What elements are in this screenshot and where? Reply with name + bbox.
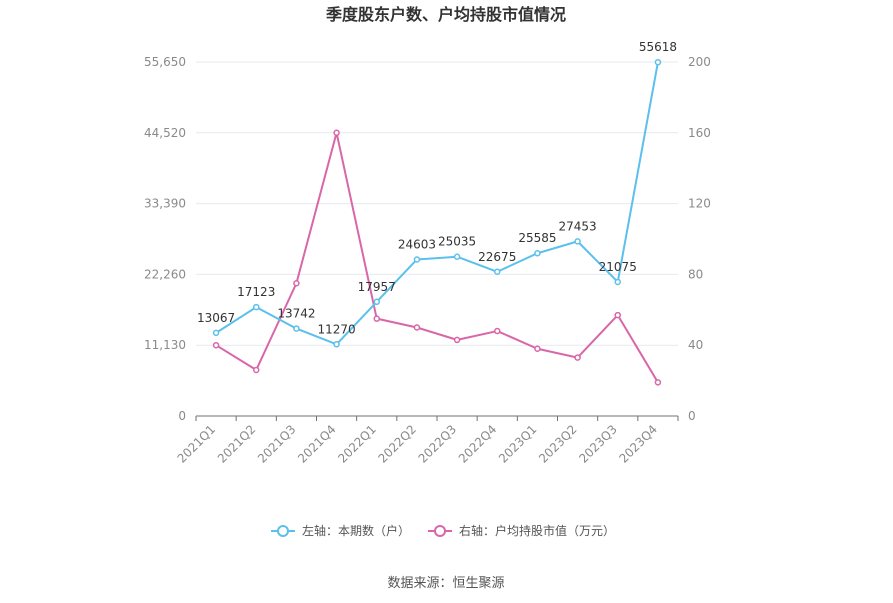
data-point[interactable] <box>654 58 662 66</box>
data-point[interactable] <box>494 268 501 276</box>
data-point[interactable] <box>373 298 380 306</box>
right-axis-tick-label: 160 <box>688 126 711 140</box>
data-point[interactable] <box>413 256 421 263</box>
data-label: 27453 <box>558 219 596 233</box>
data-point[interactable] <box>333 129 340 137</box>
x-axis-tick-label: 2023Q4 <box>616 422 660 466</box>
x-axis-tick-label: 2021Q2 <box>215 422 259 466</box>
data-point[interactable] <box>614 311 621 319</box>
data-point[interactable] <box>253 303 260 311</box>
x-axis-tick-label: 2022Q4 <box>456 422 500 466</box>
left-axis-tick-label: 0 <box>178 409 186 423</box>
data-label: 24603 <box>398 237 436 251</box>
data-label: 25585 <box>518 231 556 245</box>
legend-marker <box>277 525 289 537</box>
left-axis-tick-label: 44,520 <box>144 126 186 140</box>
left-axis-tick-label: 33,390 <box>144 197 186 211</box>
right-axis-tick-label: 40 <box>688 338 703 352</box>
data-point[interactable] <box>534 345 541 352</box>
data-label: 13067 <box>197 311 235 325</box>
data-point[interactable] <box>333 341 340 348</box>
data-label: 25035 <box>438 235 476 249</box>
series-line <box>215 62 659 346</box>
data-point[interactable] <box>453 336 461 344</box>
right-axis-tick-label: 0 <box>688 409 696 423</box>
data-point[interactable] <box>293 280 300 287</box>
data-label: 17123 <box>237 285 275 299</box>
data-label: 21075 <box>599 260 637 274</box>
data-point[interactable] <box>574 238 581 245</box>
x-axis-tick-label: 2023Q1 <box>496 422 540 466</box>
data-point[interactable] <box>494 327 501 335</box>
series-line <box>215 131 659 383</box>
data-point[interactable] <box>293 325 300 332</box>
right-axis-tick-label: 200 <box>688 55 711 69</box>
data-point[interactable] <box>614 278 621 286</box>
data-point[interactable] <box>373 315 380 322</box>
data-point[interactable] <box>453 253 461 260</box>
legend-marker <box>434 525 446 537</box>
legend[interactable]: 左轴：本期数（户） 右轴：户均持股市值（万元） <box>271 523 615 538</box>
data-label: 11270 <box>317 322 355 336</box>
grid-lines <box>196 61 678 346</box>
left-axis-tick-label: 22,260 <box>144 267 186 281</box>
data-label: 22675 <box>478 250 516 264</box>
data-point[interactable] <box>574 354 581 361</box>
x-axis-tick-label: 2021Q1 <box>175 422 219 466</box>
data-point[interactable] <box>253 366 260 374</box>
legend-label[interactable]: 左轴：本期数（户） <box>302 523 410 538</box>
left-axis-tick-label: 11,130 <box>144 338 186 352</box>
right-axis-tick-label: 80 <box>688 267 703 281</box>
data-point[interactable] <box>654 379 662 386</box>
data-label: 55618 <box>639 40 677 54</box>
source-note: 数据来源：恒生聚源 <box>387 576 504 591</box>
x-axis-tick-label: 2023Q2 <box>536 422 580 466</box>
left-axis-tick-label: 55,650 <box>144 55 186 69</box>
data-point[interactable] <box>413 324 421 331</box>
data-point[interactable] <box>212 329 220 337</box>
x-axis-tick-label: 2021Q4 <box>295 422 339 466</box>
data-point[interactable] <box>212 341 220 349</box>
x-axis-tick-label: 2021Q3 <box>255 422 299 466</box>
chart-title: 季度股东户数、户均持股市值情况 <box>325 5 566 24</box>
x-axis-tick-label: 2022Q3 <box>416 422 460 466</box>
data-point[interactable] <box>534 249 541 257</box>
data-label: 17957 <box>358 280 396 294</box>
x-axis-tick-label: 2022Q2 <box>375 422 419 466</box>
legend-label[interactable]: 右轴：户均持股市值（万元） <box>459 523 615 538</box>
right-axis-tick-label: 120 <box>688 197 711 211</box>
series-layer <box>212 58 662 386</box>
data-label: 13742 <box>277 307 315 321</box>
x-axis-tick-label: 2023Q3 <box>576 422 620 466</box>
x-axis-tick-label: 2022Q1 <box>335 422 379 466</box>
